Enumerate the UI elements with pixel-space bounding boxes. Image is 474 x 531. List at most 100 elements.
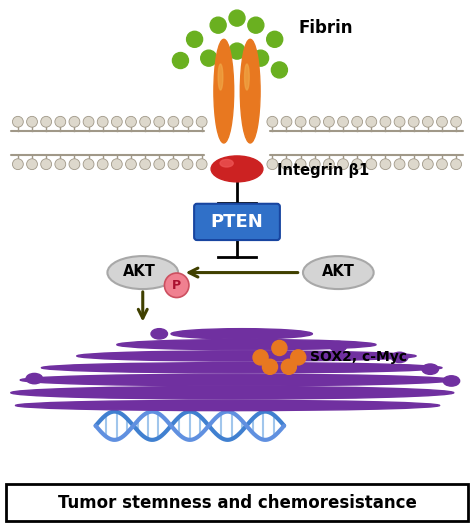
Ellipse shape: [41, 363, 442, 373]
Ellipse shape: [16, 400, 439, 410]
Circle shape: [201, 50, 217, 66]
Circle shape: [97, 159, 108, 169]
Ellipse shape: [257, 330, 273, 340]
Circle shape: [437, 159, 447, 169]
Circle shape: [126, 116, 137, 127]
Circle shape: [323, 116, 334, 127]
Ellipse shape: [211, 156, 263, 182]
Ellipse shape: [330, 341, 346, 352]
Ellipse shape: [117, 339, 376, 350]
Ellipse shape: [245, 64, 249, 90]
Circle shape: [187, 31, 202, 47]
Circle shape: [196, 159, 207, 169]
Circle shape: [281, 159, 292, 169]
Circle shape: [69, 116, 80, 127]
Circle shape: [83, 116, 94, 127]
Text: Tumor stemness and chemoresistance: Tumor stemness and chemoresistance: [57, 493, 417, 511]
Circle shape: [253, 50, 269, 66]
Circle shape: [83, 159, 94, 169]
Ellipse shape: [303, 256, 374, 289]
Ellipse shape: [171, 329, 312, 339]
Circle shape: [267, 31, 283, 47]
Circle shape: [352, 159, 363, 169]
Circle shape: [229, 43, 245, 59]
Ellipse shape: [20, 374, 454, 386]
Circle shape: [281, 359, 296, 374]
Ellipse shape: [151, 329, 167, 339]
Circle shape: [263, 359, 277, 374]
Circle shape: [380, 159, 391, 169]
Circle shape: [173, 53, 189, 68]
Circle shape: [422, 116, 433, 127]
Circle shape: [111, 159, 122, 169]
Circle shape: [272, 62, 287, 78]
Text: PTEN: PTEN: [210, 213, 264, 231]
Circle shape: [55, 116, 66, 127]
Circle shape: [408, 116, 419, 127]
Circle shape: [196, 116, 207, 127]
Ellipse shape: [11, 387, 454, 399]
Circle shape: [55, 159, 66, 169]
Circle shape: [248, 17, 264, 33]
FancyBboxPatch shape: [6, 484, 468, 521]
Circle shape: [210, 17, 226, 33]
Ellipse shape: [240, 39, 260, 143]
Circle shape: [394, 116, 405, 127]
Circle shape: [168, 159, 179, 169]
Circle shape: [267, 159, 278, 169]
Circle shape: [154, 116, 164, 127]
Circle shape: [12, 116, 23, 127]
Circle shape: [69, 159, 80, 169]
Circle shape: [182, 159, 193, 169]
Circle shape: [27, 159, 37, 169]
Circle shape: [154, 159, 164, 169]
Ellipse shape: [422, 364, 438, 374]
Circle shape: [366, 116, 377, 127]
Text: Fibrin: Fibrin: [298, 19, 353, 37]
Ellipse shape: [108, 256, 178, 289]
Circle shape: [451, 116, 462, 127]
Text: P: P: [172, 279, 181, 292]
Circle shape: [164, 273, 189, 297]
Ellipse shape: [214, 39, 234, 143]
Circle shape: [451, 159, 462, 169]
Circle shape: [352, 116, 363, 127]
Circle shape: [272, 340, 287, 355]
Circle shape: [41, 116, 52, 127]
Circle shape: [12, 159, 23, 169]
Circle shape: [229, 10, 245, 26]
Circle shape: [281, 116, 292, 127]
Text: AKT: AKT: [123, 264, 155, 279]
Text: Integrin β1: Integrin β1: [277, 163, 369, 178]
Circle shape: [27, 116, 37, 127]
Circle shape: [380, 116, 391, 127]
Circle shape: [323, 159, 334, 169]
Circle shape: [310, 116, 320, 127]
Circle shape: [267, 116, 278, 127]
Circle shape: [111, 116, 122, 127]
Text: SOX2, c-Myc: SOX2, c-Myc: [310, 350, 407, 364]
Circle shape: [126, 159, 137, 169]
Circle shape: [422, 159, 433, 169]
Circle shape: [291, 350, 306, 365]
Circle shape: [408, 159, 419, 169]
Circle shape: [337, 159, 348, 169]
Circle shape: [97, 116, 108, 127]
Ellipse shape: [77, 351, 416, 361]
Circle shape: [394, 159, 405, 169]
Ellipse shape: [392, 352, 408, 363]
Circle shape: [168, 116, 179, 127]
Circle shape: [140, 116, 151, 127]
Circle shape: [41, 159, 52, 169]
Circle shape: [182, 116, 193, 127]
Ellipse shape: [220, 159, 233, 167]
Circle shape: [295, 159, 306, 169]
Circle shape: [366, 159, 377, 169]
Ellipse shape: [26, 373, 43, 384]
FancyBboxPatch shape: [194, 204, 280, 240]
Circle shape: [140, 159, 151, 169]
Ellipse shape: [218, 64, 223, 90]
Circle shape: [310, 159, 320, 169]
Ellipse shape: [443, 376, 460, 386]
Circle shape: [337, 116, 348, 127]
